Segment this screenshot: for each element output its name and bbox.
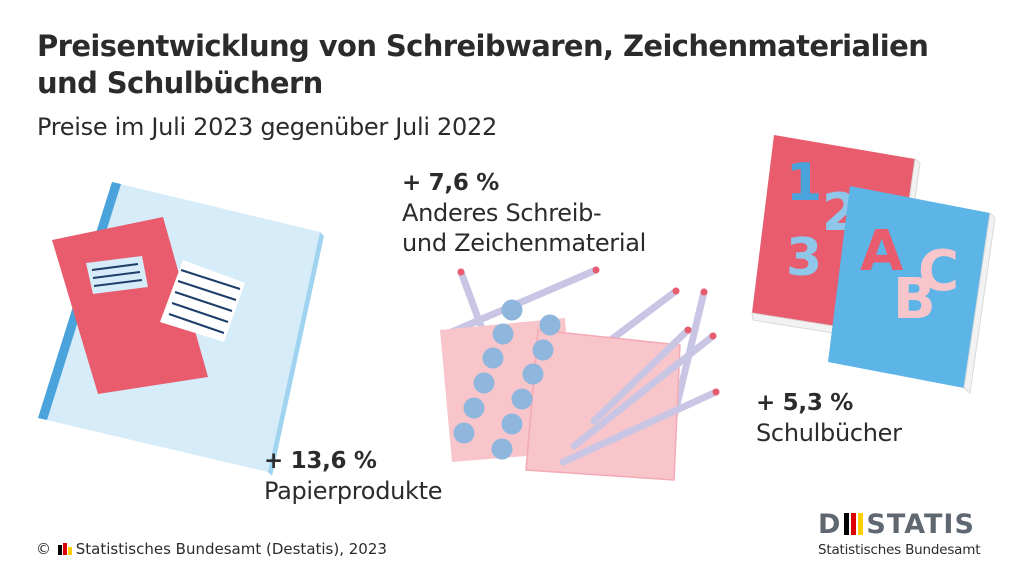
value-schulbuecher: + 5,3 % <box>756 390 853 416</box>
logo-subline: Statistisches Bundesamt <box>818 542 981 558</box>
pencils-paints-icon <box>440 266 720 481</box>
destatis-logo: D STATIS Statistisches Bundesamt <box>818 508 990 559</box>
label-papierprodukte: + 13,6 % Papierprodukte <box>264 446 443 506</box>
book-glyph-1: 1 <box>786 153 822 213</box>
name-schulbuecher: Schulbücher <box>756 419 902 447</box>
logo-word-right: STATIS <box>866 508 975 540</box>
page-title: Preisentwicklung von Schreibwaren, Zeich… <box>37 29 929 100</box>
footer-source: © Statistisches Bundesamt (Destatis), 20… <box>36 540 387 559</box>
schoolbooks-icon: 1 2 3 A B C <box>751 135 996 394</box>
book-glyph-b: B <box>893 267 936 332</box>
copyright-symbol: © <box>36 540 56 558</box>
notebook-icon <box>38 182 324 476</box>
logo-word-left: D <box>818 508 842 540</box>
name-schreibmaterial-line2: und Zeichenmaterial <box>402 229 647 257</box>
label-schulbuecher: + 5,3 % Schulbücher <box>756 388 902 448</box>
name-schreibmaterial-line1: Anderes Schreib- <box>402 199 602 227</box>
label-schreibmaterial: + 7,6 % Anderes Schreib- und Zeichenmate… <box>402 168 646 258</box>
page-subtitle: Preise im Juli 2023 gegenüber Juli 2022 <box>37 113 497 141</box>
flag-bars-icon <box>844 512 864 536</box>
book-glyph-a: A <box>860 219 904 284</box>
book-glyph-c: C <box>918 239 959 304</box>
value-papierprodukte: + 13,6 % <box>264 448 377 474</box>
book-glyph-3: 3 <box>786 228 822 288</box>
name-papierprodukte: Papierprodukte <box>264 477 443 505</box>
value-schreibmaterial: + 7,6 % <box>402 170 499 196</box>
source-text: Statistisches Bundesamt (Destatis), 2023 <box>75 540 387 558</box>
flag-mini-icon <box>57 541 72 559</box>
